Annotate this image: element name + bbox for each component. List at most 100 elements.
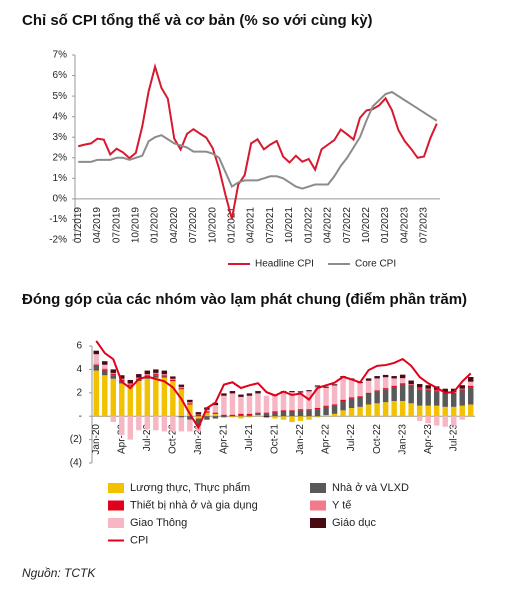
bar-segment (323, 406, 329, 416)
bar-segment (93, 350, 99, 355)
x-tick-label: 07/2022 (342, 207, 353, 244)
x-tick-label: Jul-23 (448, 424, 459, 452)
bar-segment (144, 416, 151, 430)
legend-label: Core CPI (355, 259, 396, 270)
bar-segment (459, 385, 465, 389)
bar-segment (433, 416, 440, 426)
bar-segment (416, 387, 423, 389)
bar-segment (170, 376, 176, 379)
bar-segment (433, 405, 440, 417)
y-tick-label: 3% (53, 132, 68, 143)
bar-segment (136, 374, 142, 378)
bar-segment (127, 385, 134, 417)
bar-segment (263, 413, 270, 417)
bar-segment (450, 388, 457, 393)
bar-segment (238, 394, 244, 397)
bar-segment (314, 409, 321, 417)
bar-segment (246, 413, 253, 414)
bar-segment (212, 402, 219, 406)
bar-segment (450, 416, 457, 426)
x-tick-label: 04/2021 (246, 207, 257, 244)
x-tick-label: 07/2021 (265, 207, 276, 244)
bar-segment (399, 383, 406, 385)
bar-segment (382, 388, 389, 390)
legend-swatch (310, 500, 326, 511)
bar-segment (357, 396, 363, 398)
bar-segment (110, 369, 117, 373)
bar-segment (408, 384, 414, 385)
bar-segment (382, 377, 389, 388)
bar-segment (238, 415, 244, 417)
bar-segment (195, 416, 202, 419)
y-tick-label: 4% (53, 111, 68, 122)
y-tick-label: -2% (49, 235, 67, 246)
bar-segment (357, 383, 363, 396)
bar-segment (204, 410, 210, 412)
bar-segment (178, 388, 185, 390)
x-tick-label: 10/2022 (361, 207, 372, 244)
x-tick-label: 01/2019 (73, 207, 84, 244)
bar-segment (255, 412, 261, 413)
bar-segment (238, 413, 244, 414)
bar-segment (136, 416, 142, 431)
bar-segment (119, 375, 125, 379)
bar-segment (416, 416, 423, 421)
bar-segment (255, 413, 261, 416)
bar-segment (280, 410, 287, 412)
bar-segment (102, 369, 108, 371)
x-tick-label: 04/2022 (323, 207, 334, 244)
bar-segment (297, 410, 304, 417)
bar-segment (340, 410, 346, 417)
bar-segment (212, 405, 219, 413)
bar-segment (416, 384, 423, 388)
line (77, 63, 438, 220)
bar-segment (399, 374, 406, 379)
bar-segment (221, 415, 227, 417)
x-tick-label: 04/2020 (169, 207, 180, 244)
x-tick-label: 01/2021 (227, 207, 238, 244)
bar-segment (280, 416, 287, 420)
legend-label: Headline CPI (255, 259, 314, 270)
bar-segment (297, 409, 304, 411)
bar-segment (212, 416, 219, 419)
bar-segment (468, 381, 474, 386)
bar-segment (348, 397, 355, 399)
bar-segment (289, 392, 295, 410)
bar-segment (416, 388, 423, 390)
bar-segment (221, 395, 227, 415)
bar-segment (382, 374, 389, 378)
bar-segment (272, 395, 278, 411)
bar-segment (93, 364, 99, 366)
bar-segment (221, 393, 227, 396)
bar-segment (110, 372, 117, 375)
bar-segment (255, 415, 261, 417)
x-tick-label: Jul-20 (142, 424, 153, 452)
y-tick-label: 0% (53, 194, 68, 205)
bar-segment (365, 378, 372, 381)
x-tick-label: 07/2020 (188, 207, 199, 244)
bar-segment (272, 411, 278, 413)
bar-segment (468, 385, 474, 387)
bar-segment (178, 417, 185, 432)
bar-segment (289, 410, 295, 412)
x-tick-label: Jan-21 (193, 424, 204, 455)
bar-segment (229, 391, 236, 394)
bar-segment (399, 382, 406, 384)
bar-segment (314, 408, 321, 410)
legend-swatch (310, 518, 326, 528)
bar-segment (153, 375, 159, 378)
bar-segment (450, 406, 457, 417)
y-tick-label: 4 (76, 364, 82, 375)
bar-segment (187, 402, 193, 404)
bar-segment (323, 386, 329, 388)
bar-segment (195, 415, 202, 417)
x-tick-label: Apr-21 (219, 424, 230, 454)
bar-segment (442, 388, 448, 393)
bar-segment (238, 413, 244, 416)
x-tick-label: Jan-22 (295, 424, 306, 455)
bar-segment (255, 391, 261, 394)
bar-segment (246, 413, 253, 416)
bar-segment (161, 375, 168, 377)
bar-segment (195, 418, 202, 426)
bar-segment (263, 412, 270, 413)
